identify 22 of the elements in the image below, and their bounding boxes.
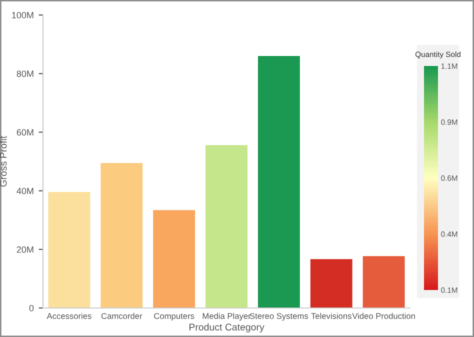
- y-tick-label: 20M: [16, 246, 34, 253]
- x-axis-title: Product Category: [189, 323, 264, 332]
- bar: [48, 192, 90, 308]
- y-tick-label: 80M: [16, 70, 34, 77]
- bar: [258, 56, 300, 308]
- y-tick-label: 100M: [12, 12, 34, 18]
- y-tick-label: 40M: [16, 188, 34, 194]
- bar: [153, 210, 196, 308]
- x-tick-label: Stereo Systems: [250, 313, 308, 321]
- y-tick-label: 60M: [16, 129, 34, 136]
- bar: [206, 145, 248, 308]
- y-tick-label: 0: [29, 304, 34, 312]
- x-tick-label: Video Production: [352, 312, 415, 319]
- bar: [100, 162, 143, 308]
- x-tick-label: Accessories: [46, 312, 92, 319]
- x-tick-label: Media Player: [202, 312, 251, 321]
- x-tick-label: Computers: [154, 313, 194, 321]
- y-axis-title: Gross Profit: [0, 136, 7, 187]
- bar: [310, 259, 352, 308]
- bar: [362, 256, 405, 308]
- x-tick-label: Televisions: [311, 312, 352, 319]
- x-tick-label: Camcorder: [101, 312, 142, 319]
